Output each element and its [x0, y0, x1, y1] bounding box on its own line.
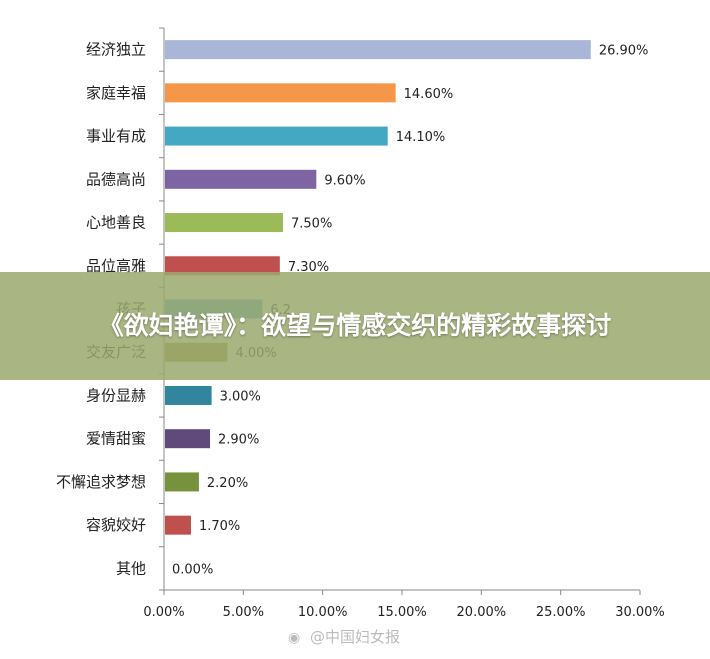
category-label: 品位高雅 [86, 257, 146, 275]
bar [165, 429, 211, 449]
bar [165, 385, 212, 405]
category-label: 不懈追求梦想 [56, 473, 146, 491]
category-label: 爱情甜蜜 [86, 430, 146, 448]
bar [165, 256, 280, 276]
category-label: 其他 [116, 559, 146, 577]
value-label: 2.90% [218, 433, 259, 448]
category-label: 容貌姣好 [86, 516, 146, 534]
banner-title: 《欲妇艳谭》：欲望与情感交织的精彩故事探讨 [98, 311, 612, 340]
x-tick-label: 30.00% [615, 605, 665, 620]
bar [165, 472, 199, 492]
category-label: 事业有成 [86, 127, 146, 145]
bar [165, 83, 396, 103]
value-label: 3.00% [220, 389, 261, 404]
category-label: 经济独立 [86, 41, 146, 59]
value-label: 0.00% [172, 562, 213, 577]
category-label: 品德高尚 [86, 170, 146, 188]
bar [165, 515, 191, 535]
value-label: 2.20% [207, 476, 248, 491]
category-label: 心地善良 [86, 214, 146, 232]
title-banner: 《欲妇艳谭》：欲望与情感交织的精彩故事探讨 [0, 272, 710, 380]
x-tick-label: 5.00% [223, 605, 264, 620]
x-tick-label: 20.00% [457, 605, 507, 620]
bar [165, 126, 388, 146]
x-tick-label: 0.00% [143, 605, 184, 620]
bar [165, 213, 283, 233]
bar [165, 169, 317, 189]
watermark-text: @中国妇女报 [310, 628, 401, 646]
value-label: 7.50% [291, 217, 332, 232]
value-label: 14.60% [404, 87, 454, 102]
x-tick-label: 25.00% [536, 605, 586, 620]
category-label: 身份显赫 [86, 386, 146, 404]
category-label: 家庭幸福 [86, 84, 146, 102]
watermark: ◉ @中国妇女报 [288, 626, 400, 647]
x-tick-label: 15.00% [377, 605, 427, 620]
value-label: 26.90% [599, 44, 649, 59]
value-label: 9.60% [324, 173, 365, 188]
weibo-icon: ◉ [288, 630, 301, 646]
value-label: 14.10% [396, 130, 446, 145]
x-tick-label: 10.00% [298, 605, 348, 620]
bar [165, 40, 591, 60]
value-label: 7.30% [288, 260, 329, 275]
value-label: 1.70% [199, 519, 240, 534]
